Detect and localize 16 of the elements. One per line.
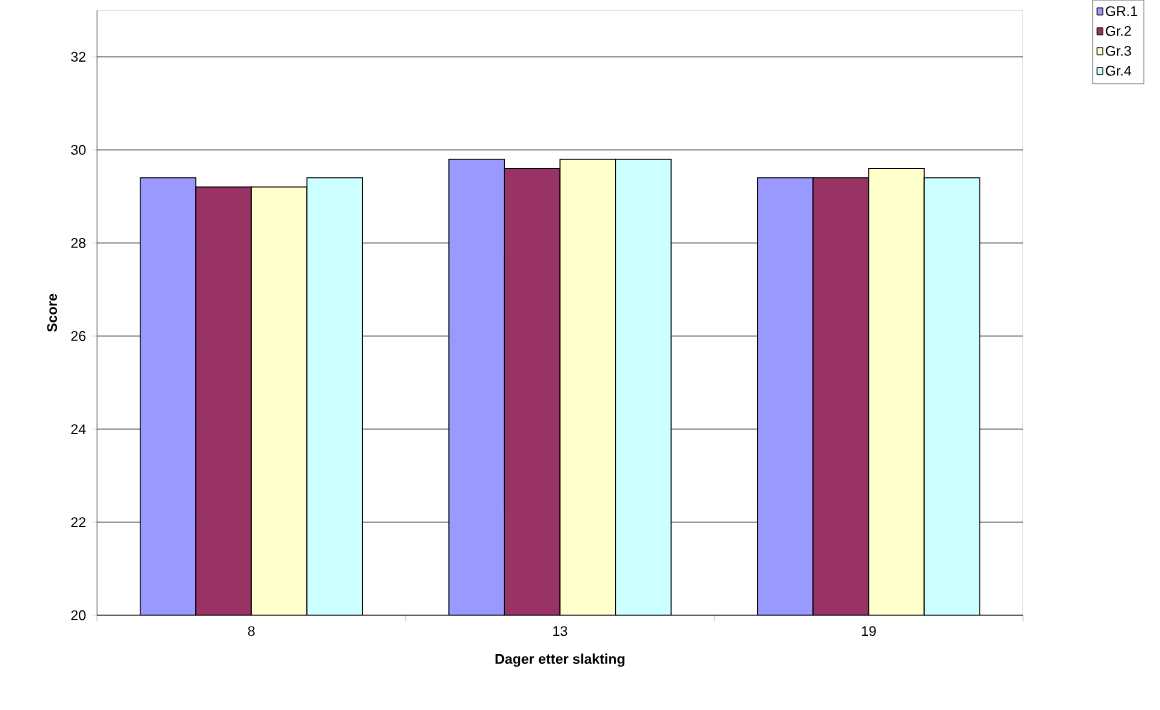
x-tick-label: 13 [553,626,568,636]
y-axis-title: Score [47,293,58,332]
legend-label: Gr.4 [1105,65,1132,76]
y-tick-label: 28 [71,237,86,248]
y-tick-label: 30 [71,144,86,155]
x-tick-label: 8 [248,626,255,636]
legend-label: Gr.3 [1105,45,1131,56]
y-tick-label: 20 [71,610,86,621]
y-tick-label: 24 [71,424,86,434]
y-tick-label: 26 [71,330,86,341]
x-axis-title: Dager etter slakting [495,653,625,667]
y-tick-label: 32 [71,51,86,62]
x-tick-label: 19 [861,626,876,636]
legend-label: Gr.2 [1105,25,1131,36]
legend-label: GR.1 [1105,6,1138,16]
y-tick-label: 22 [71,517,86,527]
